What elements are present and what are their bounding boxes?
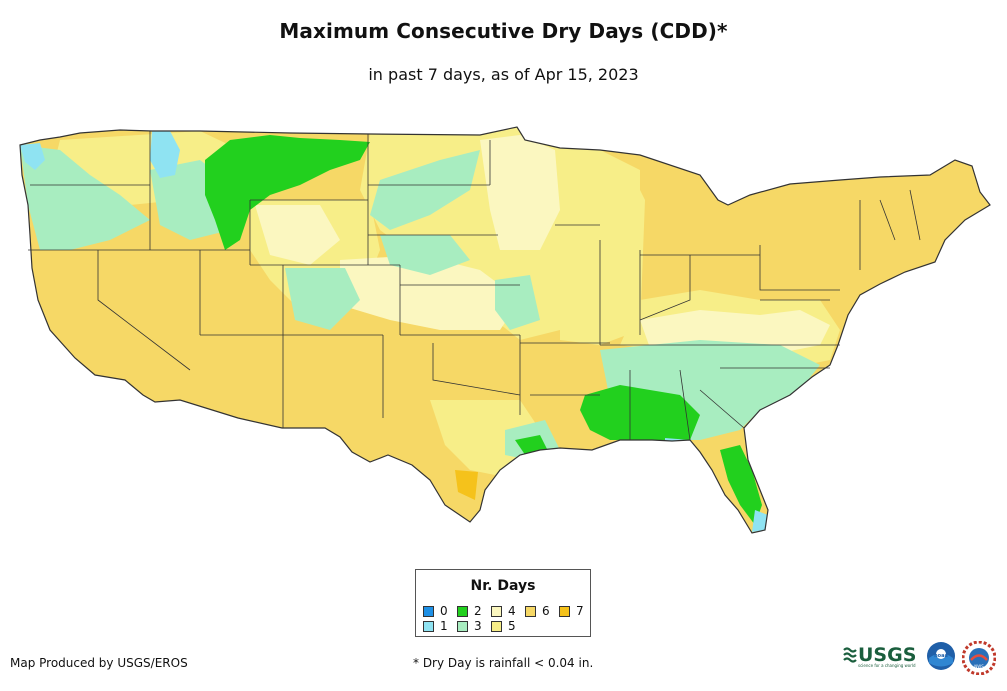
legend-label-1: 1 xyxy=(440,619,448,633)
legend: Nr. Days 0 1 2 3 4 5 6 7 xyxy=(415,569,591,637)
cdd-region-3-pacific-coast xyxy=(20,145,150,250)
cdd-map xyxy=(19,126,991,534)
legend-swatch-6 xyxy=(525,606,536,617)
legend-title: Nr. Days xyxy=(470,578,536,594)
legend-label-3: 3 xyxy=(474,619,482,633)
credit-text: Map Produced by USGS/EROS xyxy=(10,656,188,670)
legend-item-7: 7 xyxy=(559,605,584,617)
legend-label-0: 0 xyxy=(440,604,448,618)
map-subtitle: in past 7 days, as of Apr 15, 2023 xyxy=(368,65,639,84)
noaa-logo: noaa xyxy=(927,642,955,670)
legend-item-1: 1 xyxy=(423,620,448,632)
legend-item-0: 0 xyxy=(423,605,448,617)
legend-swatch-0 xyxy=(423,606,434,617)
legend-label-7: 7 xyxy=(576,604,584,618)
footnote: * Dry Day is rainfall < 0.04 in. xyxy=(413,656,594,670)
legend-label-5: 5 xyxy=(508,619,516,633)
cdd-region-3-montana-band xyxy=(370,150,480,230)
cdd-region-3-colorado xyxy=(285,268,360,330)
legend-swatch-1 xyxy=(423,621,434,632)
legend-label-2: 2 xyxy=(474,604,482,618)
legend-swatch-5 xyxy=(491,621,502,632)
cdd-region-5-midwest xyxy=(560,170,645,345)
legend-swatch-2 xyxy=(457,606,468,617)
usgs-wordmark: USGS xyxy=(858,644,916,666)
usgs-tagline: science for a changing world xyxy=(858,663,916,668)
cdd-region-4-wyoming xyxy=(255,205,340,265)
cdd-region-7-texas-south xyxy=(455,470,478,500)
cdd-region-2-northern-rockies xyxy=(205,135,370,250)
cdd-region-1-washington xyxy=(20,143,45,170)
legend-item-4: 4 xyxy=(491,605,516,617)
nws-logo: NWS xyxy=(962,641,996,675)
cdd-region-3-nebraska xyxy=(380,235,470,275)
state-borders xyxy=(28,131,921,441)
nws-wordmark: NWS xyxy=(974,664,984,669)
legend-swatch-3 xyxy=(457,621,468,632)
cdd-region-2-deep-south xyxy=(580,385,700,445)
legend-item-5: 5 xyxy=(491,620,516,632)
map-title: Maximum Consecutive Dry Days (CDD)* xyxy=(279,19,728,43)
legend-item-3: 3 xyxy=(457,620,482,632)
noaa-wordmark: noaa xyxy=(934,653,948,659)
cdd-fields xyxy=(20,127,990,533)
cdd-region-1-idaho xyxy=(150,131,180,178)
legend-item-2: 2 xyxy=(457,605,482,617)
cdd-region-3-mo-band xyxy=(495,275,540,330)
cdd-region-4-dakotas xyxy=(480,135,560,250)
cdd-region-2-florida xyxy=(720,445,762,525)
cdd-region-4-kansas xyxy=(340,255,520,330)
usgs-wave-icon xyxy=(843,647,857,663)
legend-label-4: 4 xyxy=(508,604,516,618)
legend-swatch-4 xyxy=(491,606,502,617)
us-outline xyxy=(19,126,991,534)
legend-item-6: 6 xyxy=(525,605,550,617)
legend-label-6: 6 xyxy=(542,604,550,618)
cdd-region-1-florida-south xyxy=(752,510,768,532)
usgs-logo: USGS science for a changing world xyxy=(843,644,916,668)
legend-swatch-7 xyxy=(559,606,570,617)
